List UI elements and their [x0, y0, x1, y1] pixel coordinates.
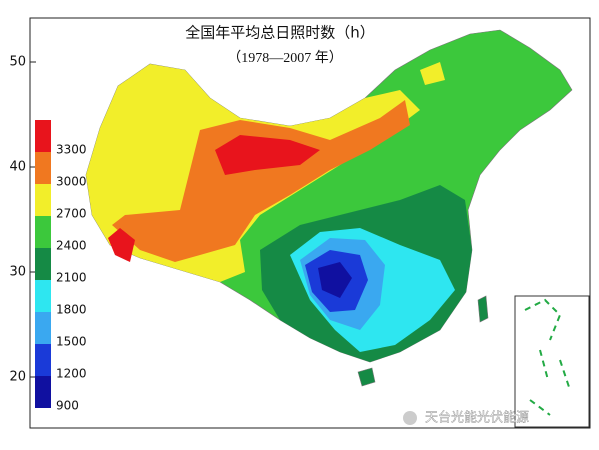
region-orange	[112, 100, 410, 262]
legend-label: 3000	[56, 175, 87, 189]
tick-label: 40	[9, 160, 26, 175]
watermark: 天台光能光伏能源	[425, 411, 529, 426]
inset-box	[514, 295, 590, 428]
legend-label: 3300	[56, 143, 87, 157]
legend-swatch	[35, 216, 51, 248]
legend-swatch	[35, 248, 51, 280]
legend-label: 1800	[56, 303, 87, 317]
legend-label: 900	[56, 399, 79, 413]
legend-swatch	[35, 184, 51, 216]
legend-label: 2700	[56, 207, 87, 221]
tick-label: 50	[9, 55, 26, 70]
hainan	[357, 367, 376, 387]
region-red	[215, 135, 320, 175]
region-red-w	[108, 228, 135, 262]
legend-swatch	[35, 312, 51, 344]
legend-label: 2400	[56, 239, 87, 253]
taiwan	[477, 295, 489, 323]
legend-swatch	[35, 280, 51, 312]
tick-label: 30	[9, 265, 26, 280]
legend-swatch	[35, 152, 51, 184]
legend-swatch	[35, 344, 51, 376]
legend-swatch	[35, 376, 51, 408]
region-darkblue	[318, 262, 352, 298]
legend-label: 2100	[56, 271, 87, 285]
region-yellow-ne	[420, 62, 445, 85]
tick-label: 20	[9, 370, 26, 385]
inset-islands	[524, 298, 571, 416]
legend-label: 1500	[56, 335, 87, 349]
watermark-icon	[403, 411, 417, 425]
legend-swatch	[35, 120, 51, 152]
map-subtitle: （1978—2007 年）	[227, 50, 343, 66]
legend-label: 1200	[56, 367, 87, 381]
map-title: 全国年平均总日照时数（h）	[185, 24, 375, 42]
